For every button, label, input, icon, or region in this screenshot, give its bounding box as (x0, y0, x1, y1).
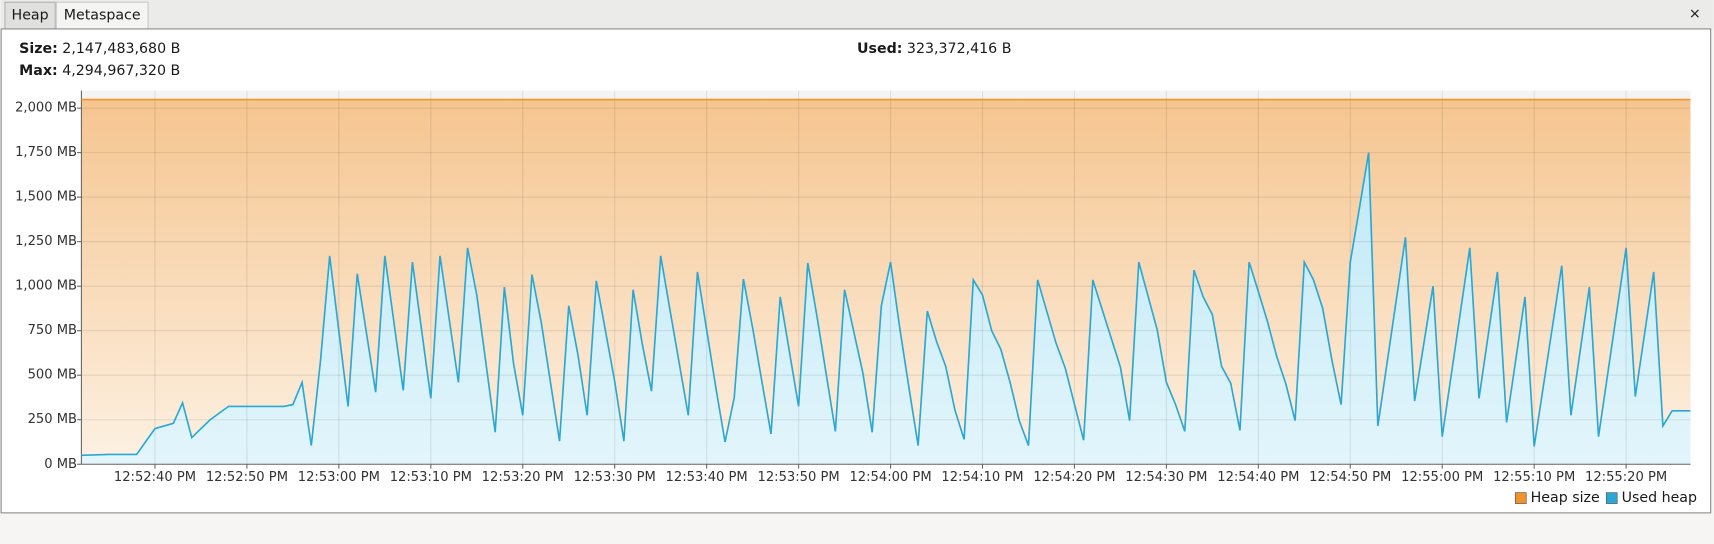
x-tick-label: 12:52:50 PM (206, 470, 288, 485)
tab-label[interactable]: Heap (12, 7, 49, 23)
x-tick-label: 12:54:00 PM (849, 470, 931, 485)
y-tick-label: 750 MB (28, 323, 77, 338)
label: Max: (19, 63, 58, 79)
label: Size: (19, 41, 58, 57)
y-tick-label: 500 MB (28, 368, 77, 383)
x-tick-label: 12:53:00 PM (298, 470, 380, 485)
tab-heap[interactable] (4, 1, 56, 31)
tab-bar (0, 0, 1714, 30)
legend-swatch (1514, 492, 1527, 504)
info: Max: 4,294,967,320 B (19, 63, 180, 79)
y-tick-label: 2,000 MB (15, 101, 77, 116)
y-tick-label: 1,250 MB (15, 234, 77, 249)
tab-metaspace[interactable] (55, 1, 149, 31)
area (81, 152, 1691, 465)
series-line (81, 152, 1691, 457)
x-tick-label: 12:54:20 PM (1033, 470, 1115, 485)
x-tick-label: 12:54:50 PM (1309, 470, 1391, 485)
x-tick-label: 12:53:20 PM (482, 470, 564, 485)
close-button[interactable]: × (1689, 6, 1701, 22)
x-tick-label: 12:53:50 PM (758, 470, 840, 485)
y-tick-label: 1,500 MB (15, 190, 77, 205)
x-tick-label: 12:54:10 PM (941, 470, 1023, 485)
legend-label: Heap size (1531, 490, 1600, 506)
value: 4,294,967,320 B (62, 63, 180, 79)
x-tick-label: 12:54:40 PM (1217, 470, 1299, 485)
x-tick-label: 12:55:10 PM (1493, 470, 1575, 485)
info: Used: 323,372,416 B (857, 41, 1011, 57)
x-tick-label: 12:55:20 PM (1585, 470, 1667, 485)
y-tick-label: 1,000 MB (15, 279, 77, 294)
x-tick-label: 12:55:00 PM (1401, 470, 1483, 485)
x-tick-label: 12:53:40 PM (666, 470, 748, 485)
value: 323,372,416 B (907, 41, 1012, 57)
x-tick-label: 12:54:30 PM (1125, 470, 1207, 485)
x-tick-label: 12:53:10 PM (390, 470, 472, 485)
label: Used: (857, 41, 902, 57)
x-tick-label: 12:52:40 PM (114, 470, 196, 485)
legend-swatch (1605, 492, 1618, 504)
y-tick-label: 0 MB (44, 457, 77, 472)
value: 2,147,483,680 B (62, 41, 180, 57)
info: Size: 2,147,483,680 B (19, 41, 180, 57)
legend-label: Used heap (1622, 490, 1697, 506)
x-tick-label: 12:53:30 PM (574, 470, 656, 485)
y-tick-label: 250 MB (28, 412, 77, 427)
tab-label[interactable]: Metaspace (64, 7, 141, 23)
y-tick-label: 1,750 MB (15, 145, 77, 160)
